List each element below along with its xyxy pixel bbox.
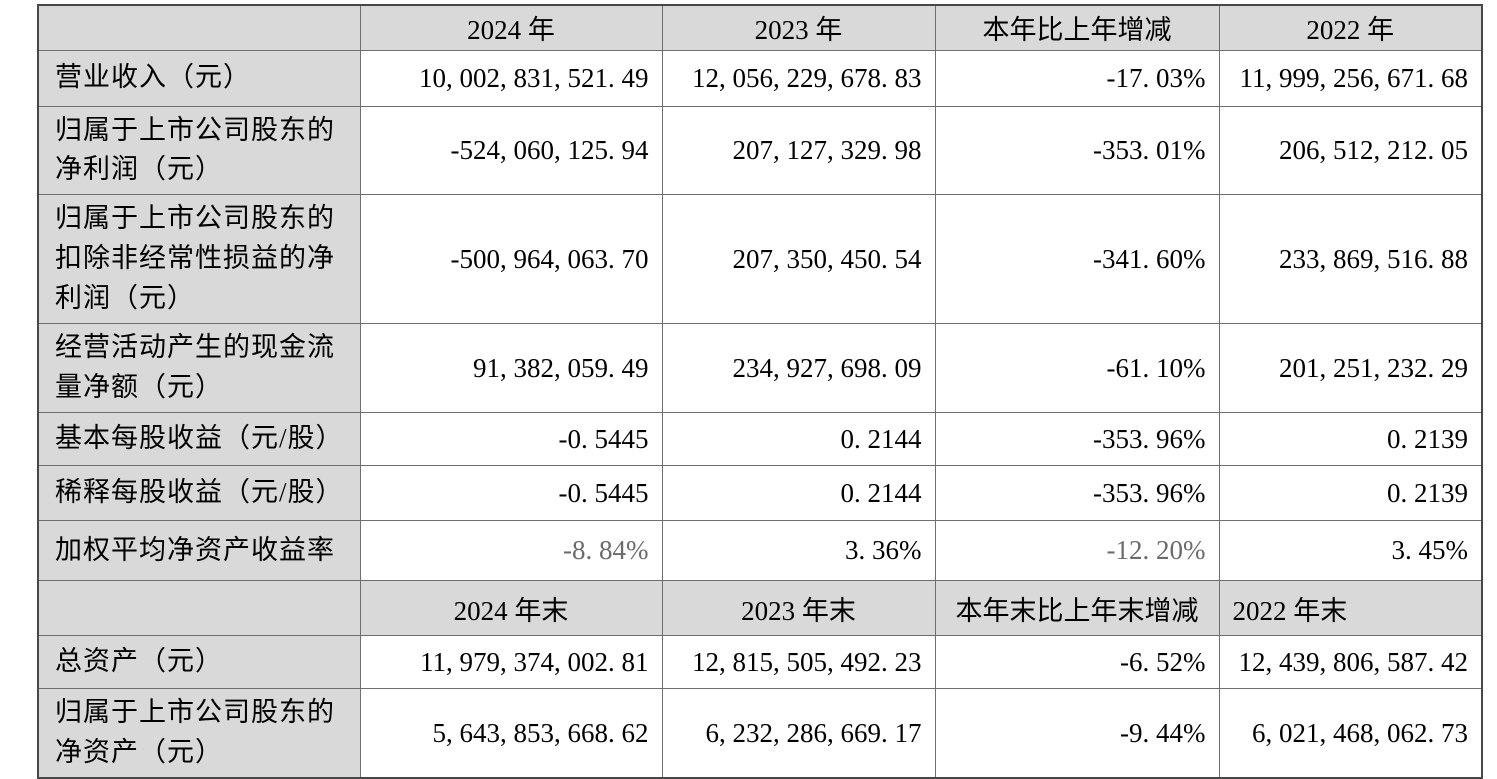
net-assets-change: -9. 44% — [934, 688, 1220, 779]
table-row-basic-eps: 基本每股收益（元/股） -0. 5445 0. 2144 -353. 96% 0… — [37, 412, 1483, 467]
row-label-revenue: 营业收入（元） — [37, 49, 361, 107]
table-header-year-end: 2024 年末 2023 年末 本年末比上年末增减 2022 年末 — [37, 580, 1483, 637]
net-assets-2024: 5, 643, 853, 668. 62 — [359, 688, 663, 779]
financial-summary-table: 2024 年 2023 年 本年比上年增减 2022 年 营业收入（元） 10,… — [37, 4, 1483, 779]
cash-flow-2022: 201, 251, 232. 29 — [1218, 323, 1483, 414]
table-row-revenue: 营业收入（元） 10, 002, 831, 521. 49 12, 056, 2… — [37, 49, 1483, 107]
table-row-weighted-avg-roe: 加权平均净资产收益率 -8. 84% 3. 36% -12. 20% 3. 45… — [37, 520, 1483, 582]
total-assets-2023: 12, 815, 505, 492. 23 — [661, 635, 936, 690]
net-profit-excl-change: -341. 60% — [934, 194, 1220, 325]
basic-eps-2024: -0. 5445 — [359, 412, 663, 467]
revenue-2022: 11, 999, 256, 671. 68 — [1218, 49, 1483, 107]
total-assets-2024: 11, 979, 374, 002. 81 — [359, 635, 663, 690]
net-profit-excl-2022: 233, 869, 516. 88 — [1218, 194, 1483, 325]
row-label-net-assets: 归属于上市公司股东的 净资产（元） — [37, 688, 361, 779]
table-row-net-assets: 归属于上市公司股东的 净资产（元） 5, 643, 853, 668. 62 6… — [37, 688, 1483, 779]
row-label-net-profit: 归属于上市公司股东的 净利润（元） — [37, 105, 361, 196]
total-assets-change: -6. 52% — [934, 635, 1220, 690]
net-profit-change: -353. 01% — [934, 105, 1220, 196]
row-label-weighted-avg-roe: 加权平均净资产收益率 — [37, 520, 361, 582]
header-cell-2024-end: 2024 年末 — [359, 580, 663, 637]
net-assets-2023: 6, 232, 286, 669. 17 — [661, 688, 936, 779]
header-cell-2022-end: 2022 年末 — [1218, 580, 1483, 637]
header-cell-empty-eoy — [37, 580, 361, 637]
header-cell-yoy-change: 本年比上年增减 — [934, 4, 1220, 51]
table-row-total-assets: 总资产（元） 11, 979, 374, 002. 81 12, 815, 50… — [37, 635, 1483, 690]
revenue-change: -17. 03% — [934, 49, 1220, 107]
row-label-operating-cash-flow: 经营活动产生的现金流 量净额（元） — [37, 323, 361, 414]
net-profit-2022: 206, 512, 212. 05 — [1218, 105, 1483, 196]
weighted-avg-roe-2024: -8. 84% — [359, 520, 663, 582]
net-assets-2022: 6, 021, 468, 062. 73 — [1218, 688, 1483, 779]
net-profit-excl-2023: 207, 350, 450. 54 — [661, 194, 936, 325]
net-profit-excl-2024: -500, 964, 063. 70 — [359, 194, 663, 325]
net-profit-2024: -524, 060, 125. 94 — [359, 105, 663, 196]
diluted-eps-2024: -0. 5445 — [359, 465, 663, 522]
weighted-avg-roe-change: -12. 20% — [934, 520, 1220, 582]
table-header-annual: 2024 年 2023 年 本年比上年增减 2022 年 — [37, 4, 1483, 51]
table-row-diluted-eps: 稀释每股收益（元/股） -0. 5445 0. 2144 -353. 96% 0… — [37, 465, 1483, 522]
header-cell-2023-end: 2023 年末 — [661, 580, 936, 637]
row-label-total-assets: 总资产（元） — [37, 635, 361, 690]
table-row-net-profit: 归属于上市公司股东的 净利润（元） -524, 060, 125. 94 207… — [37, 105, 1483, 196]
cash-flow-2023: 234, 927, 698. 09 — [661, 323, 936, 414]
weighted-avg-roe-2022: 3. 45% — [1218, 520, 1483, 582]
header-cell-2024: 2024 年 — [359, 4, 663, 51]
header-cell-eoy-change: 本年末比上年末增减 — [934, 580, 1220, 637]
basic-eps-2023: 0. 2144 — [661, 412, 936, 467]
basic-eps-change: -353. 96% — [934, 412, 1220, 467]
cash-flow-change: -61. 10% — [934, 323, 1220, 414]
table-row-operating-cash-flow: 经营活动产生的现金流 量净额（元） 91, 382, 059. 49 234, … — [37, 323, 1483, 414]
row-label-diluted-eps: 稀释每股收益（元/股） — [37, 465, 361, 522]
table-row-net-profit-excl-nonrecurring: 归属于上市公司股东的 扣除非经常性损益的净 利润（元） -500, 964, 0… — [37, 194, 1483, 325]
revenue-2023: 12, 056, 229, 678. 83 — [661, 49, 936, 107]
net-profit-2023: 207, 127, 329. 98 — [661, 105, 936, 196]
revenue-2024: 10, 002, 831, 521. 49 — [359, 49, 663, 107]
row-label-basic-eps: 基本每股收益（元/股） — [37, 412, 361, 467]
weighted-avg-roe-2023: 3. 36% — [661, 520, 936, 582]
basic-eps-2022: 0. 2139 — [1218, 412, 1483, 467]
diluted-eps-2023: 0. 2144 — [661, 465, 936, 522]
row-label-net-profit-excl-nonrecurring: 归属于上市公司股东的 扣除非经常性损益的净 利润（元） — [37, 194, 361, 325]
header-cell-2023: 2023 年 — [661, 4, 936, 51]
header-cell-2022: 2022 年 — [1218, 4, 1483, 51]
diluted-eps-2022: 0. 2139 — [1218, 465, 1483, 522]
total-assets-2022: 12, 439, 806, 587. 42 — [1218, 635, 1483, 690]
cash-flow-2024: 91, 382, 059. 49 — [359, 323, 663, 414]
diluted-eps-change: -353. 96% — [934, 465, 1220, 522]
header-cell-empty — [37, 4, 361, 51]
